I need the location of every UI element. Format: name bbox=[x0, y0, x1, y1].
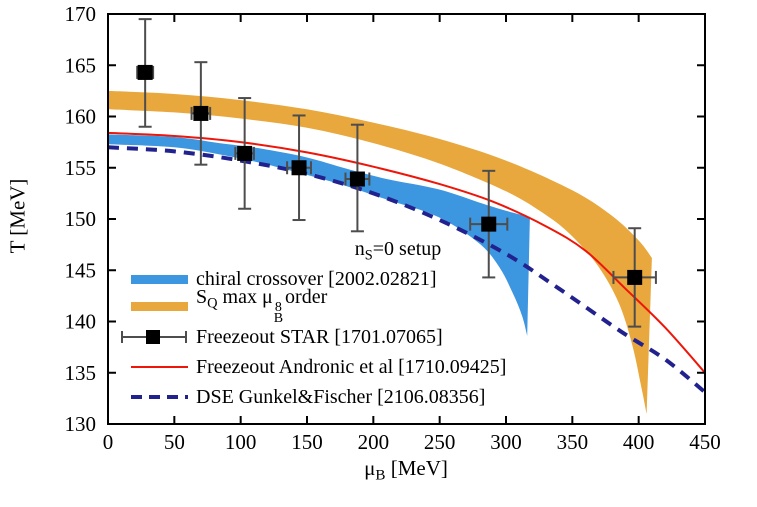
annotation-sub: S bbox=[364, 247, 373, 264]
x-axis-label: μB [MeV] bbox=[364, 456, 448, 485]
y-tick-label: 170 bbox=[65, 2, 97, 26]
andronic-line bbox=[107, 131, 706, 374]
plot-frame bbox=[107, 13, 706, 425]
legend-label: chiral crossover [2002.02821] bbox=[196, 268, 437, 290]
y-tick-label: 130 bbox=[65, 412, 97, 436]
dse-line-sample bbox=[131, 393, 188, 401]
legend-entry-freezeout-andronic: Freezeout Andronic et al [1710.09425] bbox=[131, 354, 506, 380]
x-tick-label: 450 bbox=[689, 430, 721, 454]
legend-entry-freezeout-star: Freezeout STAR [1701.07065] bbox=[120, 324, 443, 350]
y-axis-label: T [MeV] bbox=[6, 179, 31, 254]
y-tick-label: 160 bbox=[65, 105, 97, 129]
data-point bbox=[612, 227, 657, 328]
x-axis-label-mu: μ bbox=[364, 456, 376, 480]
data-point bbox=[469, 169, 509, 279]
y-tick-label: 135 bbox=[65, 361, 97, 385]
sq-max-band bbox=[108, 90, 652, 414]
star-marker-sample bbox=[120, 328, 188, 346]
setup-annotation: nS=0 setup bbox=[355, 238, 442, 264]
y-tick-label: 145 bbox=[65, 258, 97, 282]
x-tick-label: 400 bbox=[623, 430, 655, 454]
andronic-line-sample bbox=[131, 364, 188, 370]
data-point bbox=[234, 97, 255, 210]
x-tick-label: 200 bbox=[358, 430, 390, 454]
chiral-crossover-band-swatch bbox=[131, 274, 188, 284]
y-tick-label: 165 bbox=[65, 53, 97, 77]
legend-label: Freezeout Andronic et al [1710.09425] bbox=[196, 356, 507, 378]
data-point bbox=[344, 123, 371, 233]
x-axis-label-sub: B bbox=[375, 467, 386, 484]
y-axis-label-text: T [MeV] bbox=[5, 178, 30, 254]
annotation-text: =0 setup bbox=[372, 238, 442, 260]
x-tick-label: 350 bbox=[557, 430, 589, 454]
y-tick-label: 140 bbox=[65, 310, 97, 334]
x-tick-label: 100 bbox=[225, 430, 257, 454]
y-tick-label: 150 bbox=[65, 207, 97, 231]
x-axis-label-unit: [MeV] bbox=[385, 456, 448, 480]
legend-entry-dse: DSE Gunkel&Fischer [2106.08356] bbox=[131, 384, 485, 410]
x-tick-label: 300 bbox=[490, 430, 522, 454]
data-point bbox=[286, 114, 312, 222]
legend-label: DSE Gunkel&Fischer [2106.08356] bbox=[196, 386, 486, 408]
chiral-crossover-band bbox=[108, 134, 530, 336]
annotation-n: n bbox=[354, 238, 365, 260]
x-tick-label: 50 bbox=[164, 430, 185, 454]
legend-label: Freezeout STAR [1701.07065] bbox=[196, 326, 443, 348]
x-tick-label: 250 bbox=[424, 430, 456, 454]
y-tick-label: 155 bbox=[65, 156, 97, 180]
data-point bbox=[190, 61, 212, 166]
data-point bbox=[136, 18, 155, 128]
legend-entry-chiral-crossover: chiral crossover [2002.02821] bbox=[131, 266, 437, 292]
sq-max-band-swatch bbox=[131, 301, 188, 311]
x-tick-label: 0 bbox=[103, 430, 114, 454]
x-tick-label: 150 bbox=[291, 430, 323, 454]
